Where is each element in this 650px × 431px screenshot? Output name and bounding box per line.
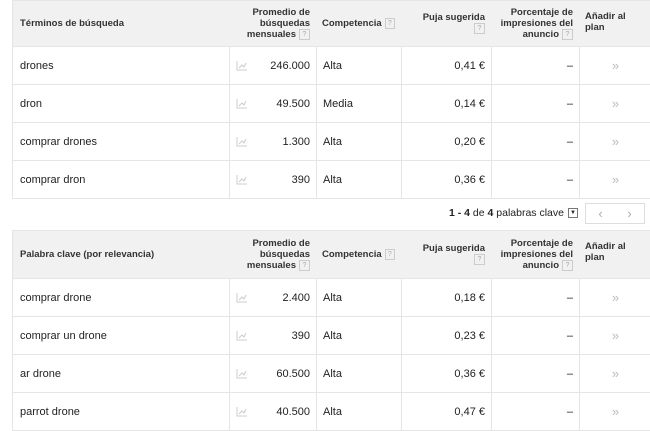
- monthly-searches: 60.500: [276, 367, 310, 380]
- help-icon[interactable]: ?: [299, 259, 310, 271]
- competition: Alta: [316, 123, 401, 160]
- help-icon[interactable]: ?: [474, 254, 485, 266]
- term: parrot drone: [20, 405, 80, 418]
- page-nav: ‹ ›: [585, 203, 645, 224]
- add-to-plan-button[interactable]: »: [579, 123, 650, 160]
- impression-share: –: [491, 317, 579, 354]
- add-to-plan-button[interactable]: »: [579, 393, 650, 430]
- help-icon[interactable]: ?: [384, 18, 395, 29]
- competition: Alta: [316, 393, 401, 430]
- pagination-text: 1 - 4 de 4 palabras clave ▼: [449, 207, 578, 219]
- suggested-bid: 0,18 €: [401, 279, 491, 316]
- trend-chart-icon[interactable]: [229, 85, 253, 122]
- monthly-searches: 49.500: [276, 97, 310, 110]
- header-term[interactable]: Términos de búsqueda: [20, 18, 124, 29]
- term: comprar un drone: [20, 329, 107, 342]
- next-page-button[interactable]: ›: [627, 206, 632, 221]
- pagination: 1 - 4 de 4 palabras clave ▼ ‹ ›: [0, 203, 650, 224]
- impression-share: –: [491, 355, 579, 392]
- help-icon[interactable]: ?: [299, 28, 310, 40]
- suggested-bid: 0,20 €: [401, 123, 491, 160]
- suggested-bid: 0,36 €: [401, 161, 491, 198]
- trend-chart-icon[interactable]: [229, 47, 253, 84]
- header-bid[interactable]: Puja sugerida?: [422, 243, 485, 266]
- table-row: dron 49.500 Media 0,14 € – »: [13, 85, 650, 123]
- header-add: Añadir al plan: [585, 241, 626, 263]
- term: comprar dron: [20, 173, 86, 186]
- header-searches[interactable]: Promedio de búsquedas mensuales?: [246, 6, 310, 40]
- competition: Alta: [316, 355, 401, 392]
- term: ar drone: [20, 367, 61, 380]
- trend-chart-icon[interactable]: [229, 279, 253, 316]
- trend-chart-icon[interactable]: [229, 123, 253, 160]
- table-row: parrot drone 40.500 Alta 0,47 € – »: [13, 393, 650, 431]
- term: comprar drones: [20, 135, 98, 148]
- search-terms-table: Términos de búsqueda Promedio de búsqued…: [12, 0, 650, 199]
- table-row: comprar drone 2.400 Alta 0,18 € – »: [13, 279, 650, 317]
- table-header: Palabra clave (por relevancia) Promedio …: [13, 231, 650, 279]
- impression-share: –: [491, 47, 579, 84]
- suggested-bid: 0,23 €: [401, 317, 491, 354]
- table-row: ar drone 60.500 Alta 0,36 € – »: [13, 355, 650, 393]
- header-share[interactable]: Porcentaje de impresiones del anuncio?: [500, 237, 573, 271]
- monthly-searches: 40.500: [276, 405, 310, 418]
- term: drones: [20, 59, 54, 72]
- term: comprar drone: [20, 291, 92, 304]
- suggested-bid: 0,14 €: [401, 85, 491, 122]
- header-bid[interactable]: Puja sugerida?: [422, 12, 485, 35]
- impression-share: –: [491, 279, 579, 316]
- page-size-dropdown[interactable]: ▼: [568, 208, 578, 219]
- header-share[interactable]: Porcentaje de impresiones del anuncio?: [500, 6, 573, 40]
- add-to-plan-button[interactable]: »: [579, 161, 650, 198]
- add-to-plan-button[interactable]: »: [579, 47, 650, 84]
- competition: Alta: [316, 317, 401, 354]
- prev-page-button[interactable]: ‹: [598, 206, 603, 221]
- impression-share: –: [491, 85, 579, 122]
- add-to-plan-button[interactable]: »: [579, 317, 650, 354]
- help-icon[interactable]: ?: [384, 249, 395, 260]
- add-to-plan-button[interactable]: »: [579, 279, 650, 316]
- term: dron: [20, 97, 43, 110]
- trend-chart-icon[interactable]: [229, 393, 253, 430]
- trend-chart-icon[interactable]: [229, 161, 253, 198]
- header-add: Añadir al plan: [585, 11, 626, 33]
- help-icon[interactable]: ?: [474, 23, 485, 35]
- table-row: drones 246.000 Alta 0,41 € – »: [13, 47, 650, 85]
- help-icon[interactable]: ?: [562, 259, 573, 271]
- competition: Alta: [316, 47, 401, 84]
- header-term[interactable]: Palabra clave (por relevancia): [20, 249, 155, 260]
- trend-chart-icon[interactable]: [229, 317, 253, 354]
- keyword-ideas-table: Palabra clave (por relevancia) Promedio …: [12, 230, 650, 431]
- monthly-searches: 1.300: [282, 135, 310, 148]
- competition: Alta: [316, 161, 401, 198]
- table-row: comprar drones 1.300 Alta 0,20 € – »: [13, 123, 650, 161]
- monthly-searches: 246.000: [270, 59, 310, 72]
- impression-share: –: [491, 123, 579, 160]
- competition: Alta: [316, 279, 401, 316]
- header-competition[interactable]: Competencia?: [316, 1, 401, 46]
- header-competition[interactable]: Competencia?: [316, 231, 401, 278]
- competition: Media: [316, 85, 401, 122]
- table-header: Términos de búsqueda Promedio de búsqued…: [13, 1, 650, 47]
- trend-chart-icon[interactable]: [229, 355, 253, 392]
- header-searches[interactable]: Promedio de búsquedas mensuales?: [246, 237, 310, 271]
- impression-share: –: [491, 393, 579, 430]
- suggested-bid: 0,36 €: [401, 355, 491, 392]
- suggested-bid: 0,47 €: [401, 393, 491, 430]
- monthly-searches: 2.400: [282, 291, 310, 304]
- table-row: comprar un drone 390 Alta 0,23 € – »: [13, 317, 650, 355]
- monthly-searches: 390: [291, 173, 310, 186]
- monthly-searches: 390: [291, 329, 310, 342]
- add-to-plan-button[interactable]: »: [579, 355, 650, 392]
- table-row: comprar dron 390 Alta 0,36 € – »: [13, 161, 650, 199]
- impression-share: –: [491, 161, 579, 198]
- suggested-bid: 0,41 €: [401, 47, 491, 84]
- help-icon[interactable]: ?: [562, 28, 573, 40]
- add-to-plan-button[interactable]: »: [579, 85, 650, 122]
